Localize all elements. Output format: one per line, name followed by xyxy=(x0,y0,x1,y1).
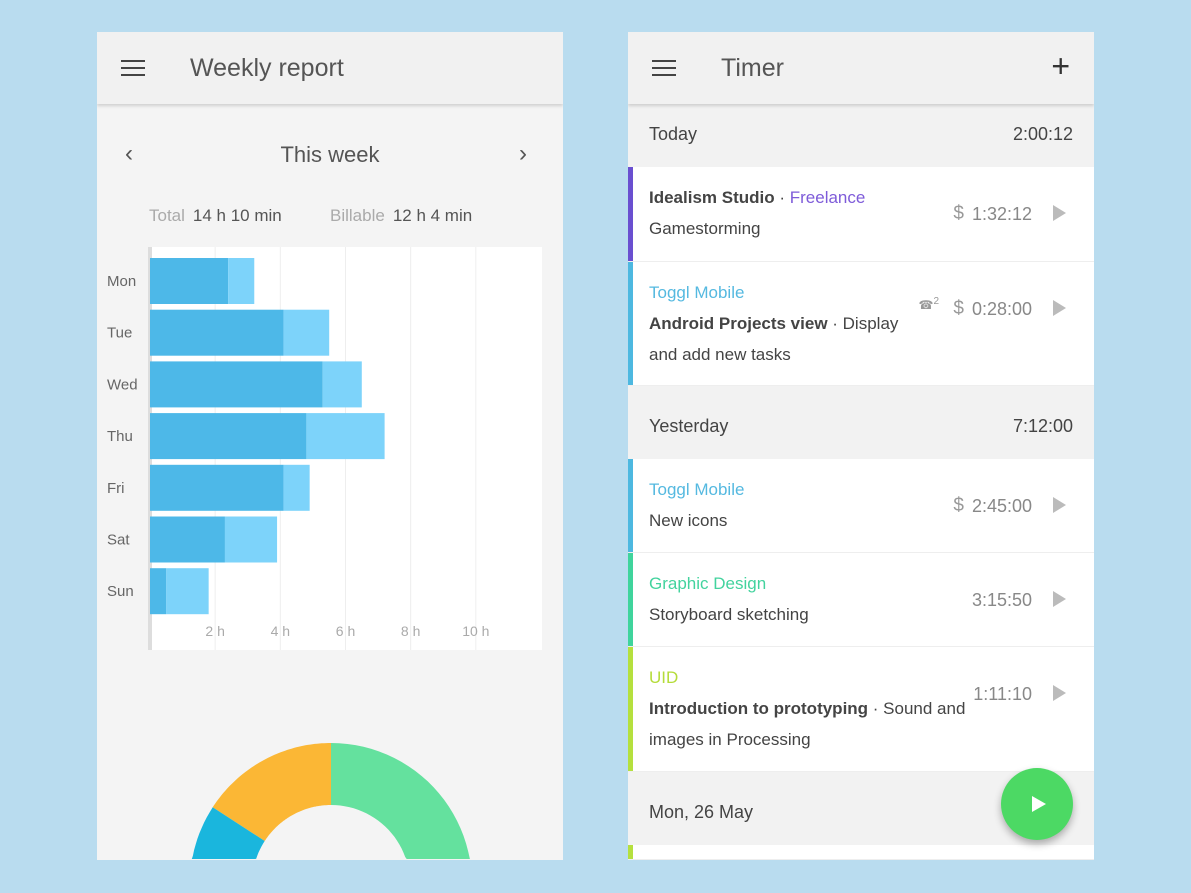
entry-description: Storyboard sketching xyxy=(649,605,809,624)
bar-mon-segment-2 xyxy=(228,258,255,304)
start-timer-button[interactable] xyxy=(1001,768,1073,840)
entry-description: Gamestorming xyxy=(649,219,761,238)
add-icon[interactable]: + xyxy=(1051,48,1070,84)
x-tick-label: 2 h xyxy=(205,623,224,639)
continue-play-icon[interactable] xyxy=(1053,205,1066,221)
menu-icon[interactable] xyxy=(121,60,145,76)
billable-value: 12 h 4 min xyxy=(392,206,473,225)
donut-segment xyxy=(282,743,472,859)
play-icon xyxy=(1032,796,1046,812)
x-tick-label: 6 h xyxy=(336,623,355,639)
entry-duration: 2:45:00 xyxy=(971,496,1032,516)
project-color-bar xyxy=(628,647,633,771)
app-bar: Timer + xyxy=(628,32,1094,104)
bar-tue-segment-1 xyxy=(150,309,284,356)
group-count: 2 xyxy=(933,296,939,307)
total-value: 14 h 10 min xyxy=(192,206,282,225)
total-summary: Total 14 h 10 min xyxy=(149,206,282,226)
day-label: Mon xyxy=(107,273,136,290)
time-entry[interactable]: Toggl Mobile Android Projects view · Dis… xyxy=(628,262,1094,386)
time-entry[interactable] xyxy=(628,845,1094,860)
bar-sat-segment-1 xyxy=(150,516,225,563)
billable-icon: $ xyxy=(953,203,964,224)
project-name: Graphic Design xyxy=(649,574,767,593)
entry-description-cont: and add new tasks xyxy=(649,345,791,364)
project-color-bar xyxy=(628,167,633,261)
project-name: UID xyxy=(649,668,679,687)
client-name: Idealism Studio xyxy=(649,188,775,207)
entry-duration: 0:28:00 xyxy=(971,299,1032,319)
x-tick-label: 4 h xyxy=(271,623,290,639)
project-name: Toggl Mobile xyxy=(649,480,745,499)
weekly-report-screen: Weekly report ‹ This week › Total 14 h 10… xyxy=(97,32,563,860)
donut-segment xyxy=(190,807,380,859)
time-entry[interactable]: Idealism Studio · Freelance Gamestorming… xyxy=(628,167,1094,262)
bar-wed-segment-2 xyxy=(322,361,362,408)
total-label: Total xyxy=(149,206,185,225)
day-label: Yesterday xyxy=(649,416,729,436)
entry-duration: 3:15:50 xyxy=(971,590,1032,610)
donut-segment xyxy=(212,743,331,841)
time-entry[interactable]: UID Introduction to prototyping · Sound … xyxy=(628,647,1094,772)
page-title: Timer xyxy=(721,54,784,82)
day-label: Thu xyxy=(107,428,133,445)
billable-icon: $ xyxy=(953,298,964,319)
day-label: Wed xyxy=(107,376,138,393)
entry-description: · Sound and xyxy=(868,699,966,718)
task-name: Android Projects view xyxy=(649,314,828,333)
project-color-bar xyxy=(628,262,633,385)
day-label: Today xyxy=(649,124,698,144)
previous-week-button[interactable]: ‹ xyxy=(125,140,133,167)
x-tick-label: 10 h xyxy=(462,623,489,639)
day-label: Fri xyxy=(107,480,125,497)
x-tick-label: 8 h xyxy=(401,623,420,639)
day-label: Sun xyxy=(107,583,134,600)
page-title: Weekly report xyxy=(190,54,344,82)
day-header-yesterday: Yesterday 7:12:00 xyxy=(628,386,1094,459)
bar-sat-segment-2 xyxy=(224,516,278,563)
project-color-bar xyxy=(628,845,633,859)
weekly-bar-chart: 2 h 4 h 6 h 8 h 10 h Mon Tue Wed Thu Fri Sat Sun xyxy=(107,247,542,859)
bar-mon-segment-1 xyxy=(150,258,229,304)
project-color-bar xyxy=(628,459,633,552)
grouped-entries-icon[interactable]: ☎2 xyxy=(918,296,939,312)
continue-play-icon[interactable] xyxy=(1053,685,1066,701)
continue-play-icon[interactable] xyxy=(1053,300,1066,316)
day-total: 7:12:00 xyxy=(1012,416,1073,436)
billable-summary: Billable 12 h 4 min xyxy=(330,206,472,226)
day-label: Sat xyxy=(107,532,130,549)
bar-fri-segment-2 xyxy=(283,464,310,511)
entry-description: · Display xyxy=(827,314,899,333)
entry-description-cont: images in Processing xyxy=(649,730,811,749)
entry-description: New icons xyxy=(649,511,728,530)
task-name: Introduction to prototyping xyxy=(649,699,869,718)
bar-sun-segment-2 xyxy=(166,568,209,615)
entry-duration: 1:11:10 xyxy=(973,684,1032,704)
menu-icon[interactable] xyxy=(652,60,676,76)
period-label: This week xyxy=(280,142,380,167)
project-name: Freelance xyxy=(789,188,866,207)
continue-play-icon[interactable] xyxy=(1053,591,1066,607)
day-total: 2:00:12 xyxy=(1012,124,1073,144)
billable-label: Billable xyxy=(330,206,385,225)
next-week-button[interactable]: › xyxy=(519,140,527,167)
time-entry[interactable]: Graphic Design Storyboard sketching 3:15… xyxy=(628,553,1094,647)
app-bar: Weekly report xyxy=(97,32,563,104)
day-label: Mon, 26 May xyxy=(649,802,754,822)
time-entry[interactable]: Toggl Mobile New icons $ 2:45:00 xyxy=(628,459,1094,553)
day-label: Tue xyxy=(107,325,132,342)
bar-wed-segment-1 xyxy=(150,361,323,408)
bar-tue-segment-2 xyxy=(283,309,330,356)
continue-play-icon[interactable] xyxy=(1053,497,1066,513)
bar-thu-segment-1 xyxy=(150,413,307,460)
timer-screen: Timer + Today 2:00:12 Idealism Studio · … xyxy=(628,32,1094,860)
project-color-bar xyxy=(628,553,633,646)
day-header-today: Today 2:00:12 xyxy=(628,104,1094,167)
billable-icon: $ xyxy=(953,495,964,516)
bar-thu-segment-2 xyxy=(306,413,385,460)
bar-sun-segment-1 xyxy=(150,568,167,615)
bar-fri-segment-1 xyxy=(150,464,284,511)
project-name: Toggl Mobile xyxy=(649,283,745,302)
entry-duration: 1:32:12 xyxy=(971,204,1032,224)
